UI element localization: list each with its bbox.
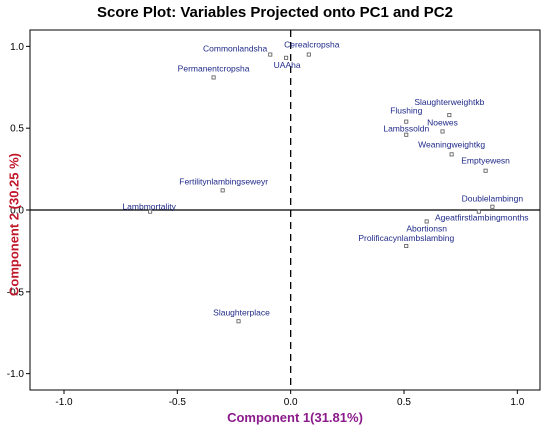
data-point-marker <box>284 55 289 60</box>
x-tick-label: -0.5 <box>169 397 187 408</box>
data-point-marker <box>148 209 153 214</box>
y-tick-label: -1.0 <box>7 369 25 380</box>
data-point-marker <box>440 129 445 134</box>
data-point-marker <box>490 204 495 209</box>
y-tick-label: 0.0 <box>10 206 24 217</box>
data-point-label: Lambssoldn <box>383 124 429 134</box>
data-point-marker <box>483 168 488 173</box>
data-point-marker <box>476 209 481 214</box>
y-tick-label: 1.0 <box>10 42 24 53</box>
data-point-marker <box>268 52 273 57</box>
data-point-label: Permanentcropsha <box>178 63 250 73</box>
x-tick-label: 0.5 <box>397 397 411 408</box>
data-point-label: Noewes <box>427 117 458 127</box>
x-tick-label: 0.0 <box>284 397 298 408</box>
data-point-label: Emptyewesn <box>461 156 510 166</box>
y-axis-title: Component 2 (30.25 %) <box>6 152 22 297</box>
chart-title: Score Plot: Variables Projected onto PC1… <box>97 4 453 21</box>
data-point-label: Abortionsn <box>406 223 447 233</box>
data-point-marker <box>424 219 429 224</box>
data-point-marker <box>236 319 241 324</box>
data-point-label: Flushing <box>390 106 422 116</box>
data-point-label: Fertilitynlambingseweyr <box>179 176 268 186</box>
data-point-label: Doublelambingn <box>462 194 524 204</box>
data-point-label: Slaughterweightkb <box>414 97 484 107</box>
data-point-marker <box>404 243 409 248</box>
data-point-marker <box>211 75 216 80</box>
data-point-label: Weaningweightkg <box>418 139 485 149</box>
data-point-marker <box>449 152 454 157</box>
data-point-label: Cerealcropsha <box>284 40 340 50</box>
data-point-label: Slaughterplace <box>213 307 270 317</box>
data-point-label: Prolificacynlambslambing <box>358 233 454 243</box>
data-point-marker <box>447 113 452 118</box>
data-point-label: Lambmortality <box>122 202 176 212</box>
data-point-label: Commonlandsha <box>203 44 268 54</box>
data-point-label: Ageatfirstlambingmonths <box>435 213 529 223</box>
x-tick-label: -1.0 <box>55 397 73 408</box>
data-point-label: UAAha <box>274 60 301 70</box>
x-axis-title: Component 1(31.81%) <box>227 410 363 425</box>
data-point-marker <box>306 52 311 57</box>
data-point-marker <box>404 132 409 137</box>
data-point-marker <box>404 119 409 124</box>
y-tick-label: -0.5 <box>7 287 25 298</box>
data-point-marker <box>220 188 225 193</box>
y-tick-label: 0.5 <box>10 124 24 135</box>
x-tick-label: 1.0 <box>510 397 524 408</box>
